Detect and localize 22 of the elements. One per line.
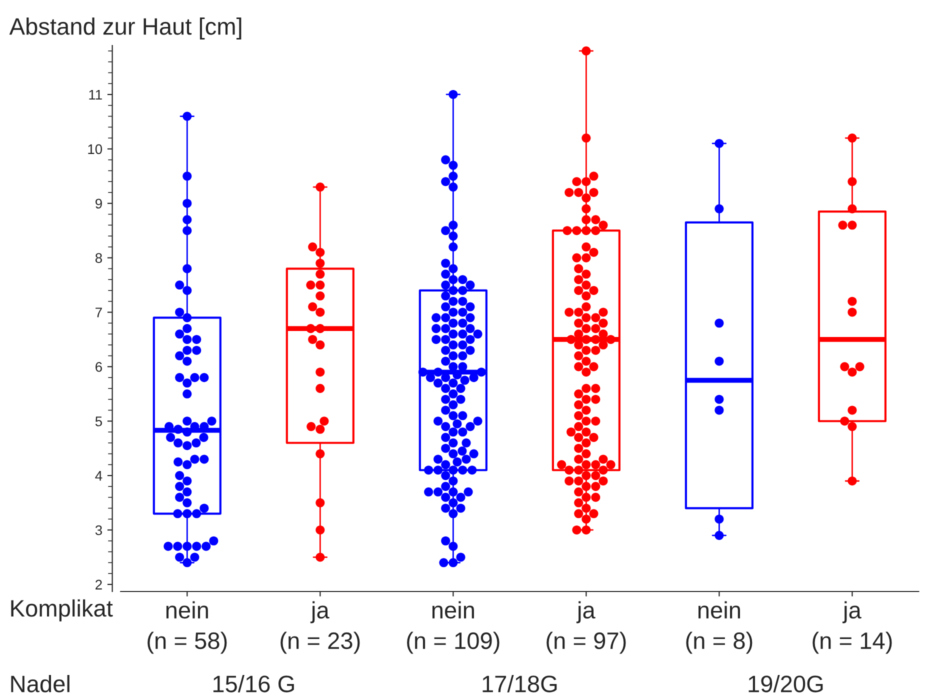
- x-tick-label: nein (n = 109): [407, 601, 500, 654]
- y-tick-label: 11: [89, 90, 102, 100]
- y-tick-label: 5: [95, 416, 102, 426]
- y-tick-label: 10: [88, 144, 102, 154]
- x-tick-label: nein (n = 8): [686, 601, 752, 654]
- y-tick-label: 9: [96, 198, 102, 209]
- x-tick-label: nein (n = 58): [148, 601, 227, 654]
- y-tick-label: 2: [96, 580, 102, 590]
- y-axis-title: Abstand zur Haut [cm]: [9, 18, 242, 40]
- text: Nadel: [11, 674, 70, 692]
- text: 17/18G: [482, 674, 557, 692]
- text: 15/16 G: [213, 674, 294, 692]
- text: Komplikat: [11, 599, 113, 622]
- y-tick-label: 6: [96, 362, 102, 372]
- x-tick-label: ja (n = 14): [812, 601, 892, 654]
- x-tick-label: ja (n = 97): [546, 601, 626, 654]
- text: 19/20G: [748, 674, 823, 692]
- y-tick-label: 3: [95, 525, 102, 536]
- y-tick-label: 8: [95, 253, 102, 263]
- y-tick-label: 4: [95, 471, 102, 481]
- x-tick-label: ja (n = 23): [280, 601, 360, 654]
- y-tick-label: 7: [96, 308, 102, 318]
